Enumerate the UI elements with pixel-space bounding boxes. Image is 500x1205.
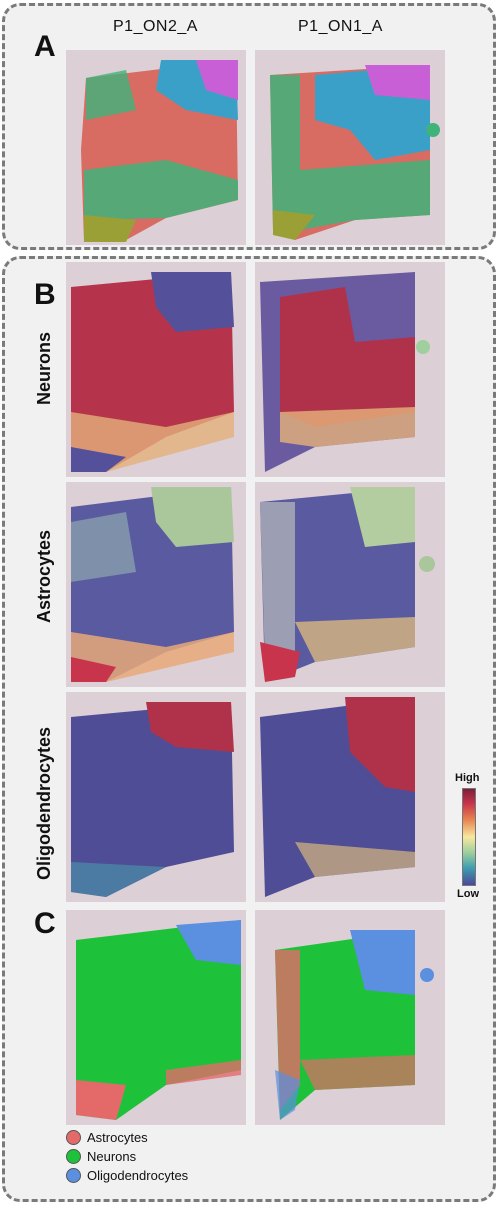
heatmap-neurons-right xyxy=(255,262,445,477)
legend-item-oligodendrocytes: Oligodendrocytes xyxy=(66,1166,188,1185)
column-title-2: P1_ON1_A xyxy=(298,18,383,35)
legend-dot-icon xyxy=(66,1130,81,1145)
panel-a-left-tissue xyxy=(66,50,246,245)
expression-colorbar xyxy=(462,788,476,886)
row-label-astrocytes: Astrocytes xyxy=(34,529,54,623)
panel-a-letter: A xyxy=(34,30,56,63)
heatmap-astrocytes-left xyxy=(66,482,246,687)
legend-item-neurons: Neurons xyxy=(66,1147,188,1166)
colorbar-low-label: Low xyxy=(457,888,479,900)
row-label-neurons: Neurons xyxy=(34,331,54,405)
heatmap-oligodendrocytes-left xyxy=(66,692,246,902)
row-label-oligodendrocytes: Oligodendrocytes xyxy=(34,726,54,880)
legend-label: Astrocytes xyxy=(87,1130,148,1145)
heatmap-neurons-left xyxy=(66,262,246,477)
colorbar-high-label: High xyxy=(455,772,480,784)
heatmap-astrocytes-right xyxy=(255,482,445,687)
legend-dot-icon xyxy=(66,1149,81,1164)
panel-b-letter: B xyxy=(34,278,56,311)
heatmap-oligodendrocytes-right xyxy=(255,692,445,902)
panel-a-right-tissue xyxy=(255,50,445,245)
panel-c-letter: C xyxy=(34,907,56,940)
legend-item-astrocytes: Astrocytes xyxy=(66,1128,188,1147)
panel-c-right-tissue xyxy=(255,910,445,1125)
legend-label: Oligodendrocytes xyxy=(87,1168,189,1183)
legend-label: Neurons xyxy=(87,1149,137,1164)
column-title-1: P1_ON2_A xyxy=(113,18,198,35)
panel-c-left-tissue xyxy=(66,910,246,1125)
legend-dot-icon xyxy=(66,1168,81,1183)
cell-type-legend: Astrocytes Neurons Oligodendrocytes xyxy=(66,1128,188,1185)
